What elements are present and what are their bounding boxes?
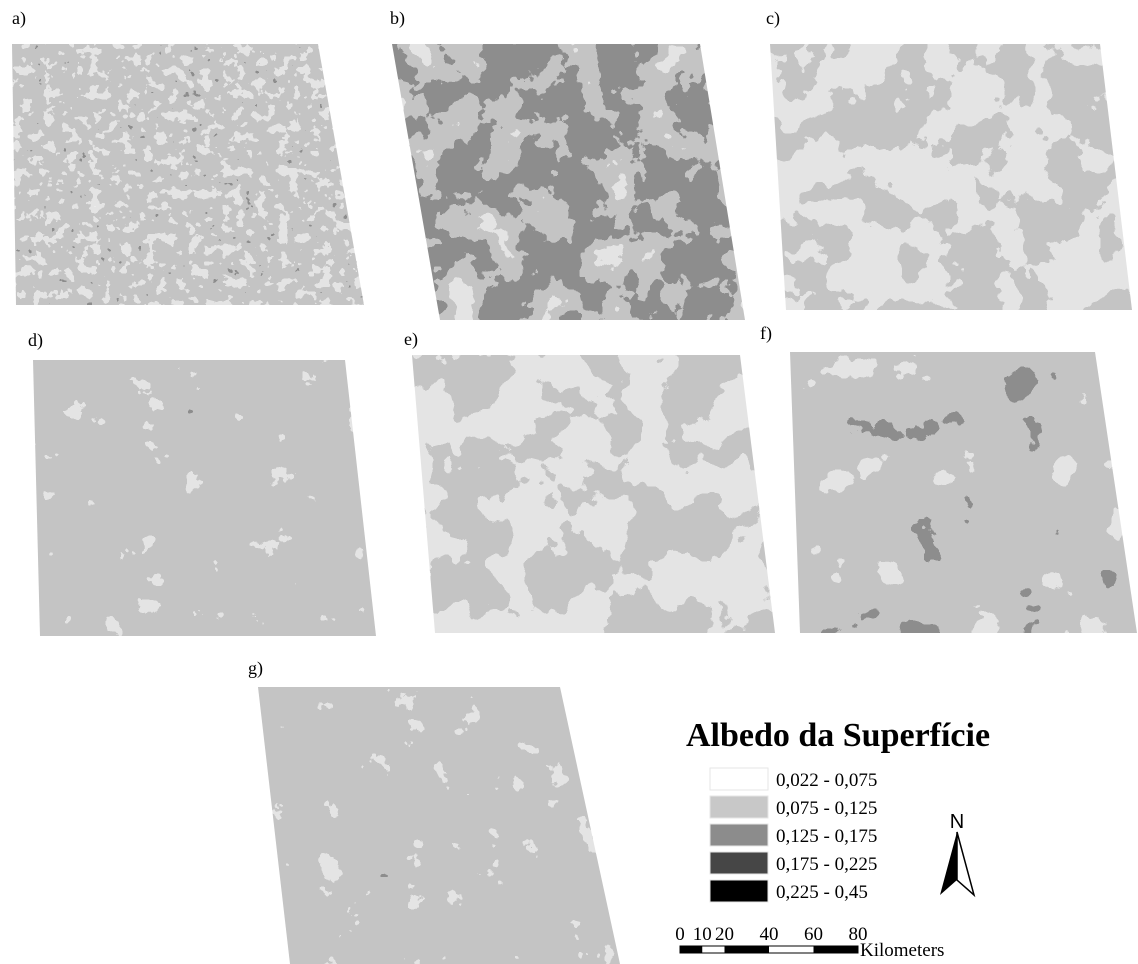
map-panel	[256, 685, 622, 964]
scale-segment	[680, 946, 702, 953]
panel-label: d)	[28, 330, 43, 351]
raster	[410, 353, 777, 634]
arrow-right	[957, 832, 974, 895]
panel-label: c)	[766, 8, 780, 29]
scale-unit: Kilometers	[860, 940, 944, 961]
map-panel	[10, 44, 366, 306]
raster	[10, 44, 366, 306]
raster	[31, 358, 378, 637]
legend-label: 0,225 - 0,45	[776, 882, 868, 903]
legend-swatch	[710, 880, 768, 902]
scale-label: 10	[693, 924, 712, 945]
arrow-left	[940, 832, 957, 895]
legend-swatch	[710, 796, 768, 818]
panel-label: b)	[390, 8, 405, 29]
scale-label: 60	[804, 924, 823, 945]
map-panel	[788, 350, 1138, 634]
map-panel	[410, 353, 777, 634]
legend-label: 0,075 - 0,125	[776, 798, 877, 819]
panel-label: a)	[12, 8, 26, 29]
panel-label: f)	[760, 323, 772, 344]
legend-label: 0,175 - 0,225	[776, 854, 877, 875]
scale-label: 0	[675, 924, 685, 945]
scale-label: 20	[715, 924, 734, 945]
panel-label: e)	[404, 329, 418, 350]
legend-label: 0,125 - 0,175	[776, 826, 877, 847]
raster	[256, 685, 622, 964]
legend-swatch	[710, 768, 768, 790]
legend-swatch	[710, 852, 768, 874]
map-panel	[768, 44, 1134, 311]
legend: 0,022 - 0,075 0,075 - 0,125 0,125 - 0,175 0…	[710, 768, 877, 903]
scale-segment	[725, 946, 770, 953]
map-panel	[31, 358, 378, 637]
raster	[788, 350, 1138, 634]
legend-swatch	[710, 824, 768, 846]
raster	[390, 44, 747, 321]
north-arrow: N	[940, 811, 974, 895]
map-panel	[390, 44, 747, 321]
figure: a) b) c) d) e) f) g) Albedo da Superfíci…	[0, 0, 1138, 964]
scale-segment	[814, 946, 859, 953]
map-panels	[10, 44, 1138, 964]
legend-label: 0,022 - 0,075	[776, 770, 877, 791]
panel-label: g)	[248, 658, 263, 679]
north-label: N	[950, 811, 964, 833]
scale-label: 40	[760, 924, 779, 945]
raster	[768, 44, 1134, 311]
legend-title: Albedo da Superfície	[686, 717, 990, 754]
